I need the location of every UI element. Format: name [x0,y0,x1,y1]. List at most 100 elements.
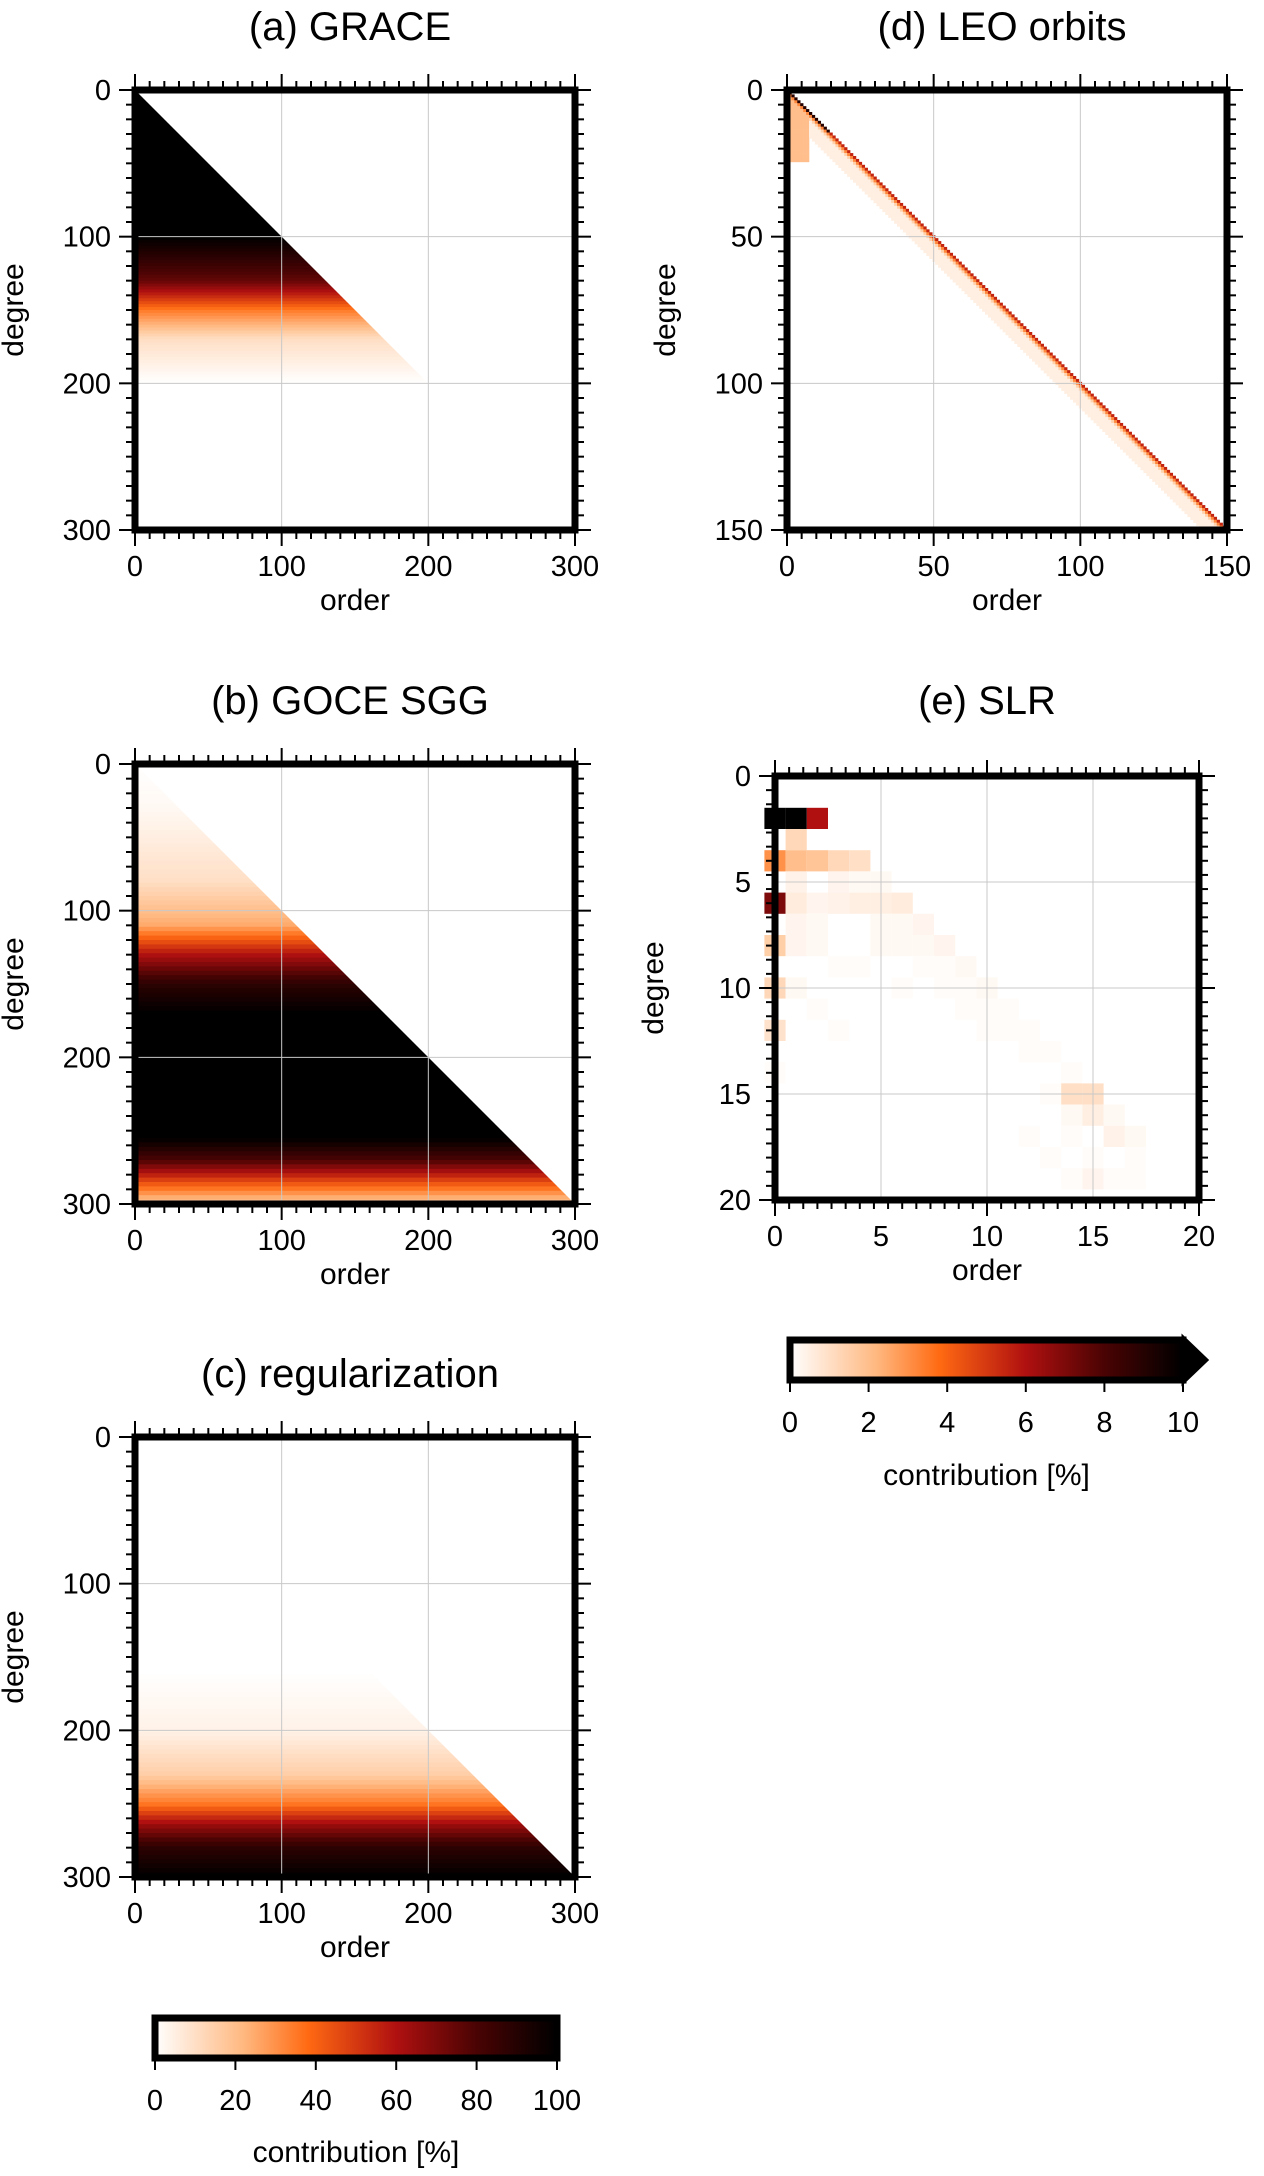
coefficient-cell [817,144,822,148]
coefficient-cell [1011,337,1015,342]
coefficient-cell [1158,461,1162,465]
coefficient-cell [899,223,904,227]
coefficient-cell [1049,361,1053,365]
heatmap-band [135,799,175,805]
coefficient-cell [1117,422,1121,427]
coefficient-cell [850,153,854,157]
heatmap-band [135,189,238,194]
coefficient-cell [1108,434,1112,438]
coefficient-cell [814,126,819,130]
heatmap-band [135,1586,289,1592]
coefficient-cell [864,170,868,174]
coefficient-cell [1158,464,1162,468]
coefficient-cell [806,138,810,142]
heatmap-band [135,1494,197,1500]
heatmap-band [135,151,200,156]
coefficient-cell [1064,390,1068,394]
coefficient-cell [979,302,983,306]
heatmap-band [135,101,150,106]
x-tick-label: 0 [127,551,143,583]
coefficient-cell [920,229,924,233]
coefficient-cell [1134,443,1138,447]
coefficient-cell [806,892,828,914]
coefficient-cell [920,226,924,230]
coefficient-cell [785,850,807,872]
coefficient-cell [1017,323,1021,327]
coefficient-cell [820,129,824,133]
coefficient-cell [1052,358,1056,362]
coefficient-cell [923,246,927,251]
coefficient-cell [1058,370,1062,374]
coefficient-cell [1111,420,1115,424]
coefficient-cell [1023,334,1027,339]
coefficient-cell [1093,408,1097,412]
coefficient-cell [1184,510,1188,515]
coefficient-cell [829,150,833,154]
coefficient-cell [1087,408,1091,412]
coefficient-cell [1149,458,1153,462]
coefficient-cell [847,158,851,163]
coefficient-cell [817,123,822,127]
coefficient-cell [914,232,918,236]
coefficient-cell [1169,484,1174,488]
coefficient-cell [835,147,839,151]
coefficient-cell [1193,519,1197,523]
coefficient-cell [949,270,954,274]
coefficient-cell [990,302,995,306]
heatmap-band [135,1107,483,1113]
coefficient-cell [882,188,886,192]
coefficient-cell [1067,378,1071,383]
coefficient-cell [1184,490,1188,494]
coefficient-cell [952,267,956,271]
coefficient-cell [864,182,868,186]
coefficient-cell [847,153,851,157]
coefficient-cell [853,161,857,166]
heatmap-band [135,1639,342,1645]
coefficient-cell [1005,317,1009,321]
coefficient-cell [1105,411,1109,415]
heatmap-band [135,1085,461,1091]
heatmap-band [135,777,153,783]
coefficient-cell [849,892,871,914]
coefficient-cell [976,288,980,292]
coefficient-cell [1111,422,1115,427]
coefficient-cell [1034,355,1039,359]
heatmap-band [135,145,194,150]
y-tick-label: 150 [715,515,763,547]
coefficient-cell [823,135,827,139]
coefficient-cell [973,285,977,289]
colorbar-label: contribution [%] [253,2136,460,2169]
coefficient-cell [958,273,962,277]
coefficient-cell [797,106,801,110]
heatmap-band [135,874,250,879]
coefficient-cell [914,229,918,233]
coefficient-cell [794,156,798,160]
coefficient-cell [1163,490,1168,494]
heatmap-band [135,1621,325,1627]
coefficient-cell [885,197,889,201]
coefficient-cell [1055,370,1059,374]
x-tick-label: 100 [257,1225,305,1257]
coefficient-cell [1064,387,1068,391]
coefficient-cell [1020,340,1024,345]
coefficient-cell [1105,431,1109,435]
coefficient-cell [853,170,857,174]
coefficient-cell [882,191,886,195]
coefficient-cell [961,279,965,283]
coefficient-cell [979,285,983,289]
coefficient-cell [982,308,986,312]
coefficient-cell [976,296,980,301]
coefficient-cell [853,173,857,177]
heatmap-band [135,1696,399,1702]
coefficient-cell [1143,469,1147,474]
heatmap-band [135,98,147,103]
coefficient-cell [949,273,954,277]
coefficient-cell [973,288,977,292]
coefficient-cell [1140,461,1144,465]
coefficient-cell [1055,367,1059,371]
coefficient-cell [949,276,954,280]
coefficient-cell [882,197,886,201]
heatmap-band [135,984,360,989]
heatmap-band [135,1811,514,1816]
